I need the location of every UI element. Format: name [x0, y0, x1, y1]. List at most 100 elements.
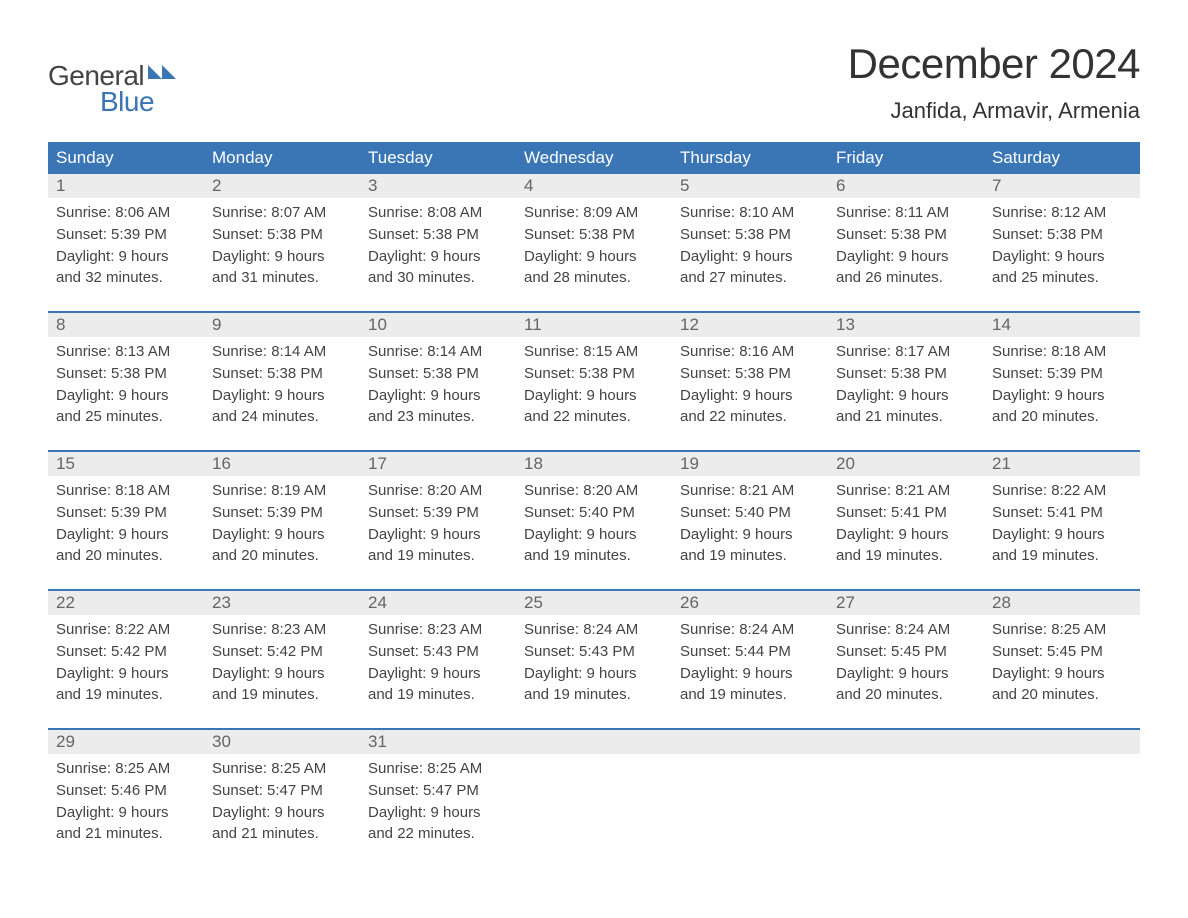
- d1-text: Daylight: 9 hours: [368, 524, 508, 546]
- day-number-row: 891011121314: [48, 312, 1140, 337]
- day-cell: Sunrise: 8:20 AMSunset: 5:39 PMDaylight:…: [360, 476, 516, 590]
- d2-text: and 20 minutes.: [836, 684, 976, 706]
- day-number-cell: 15: [48, 451, 204, 476]
- d2-text: and 19 minutes.: [992, 545, 1132, 567]
- d1-text: Daylight: 9 hours: [212, 246, 352, 268]
- d1-text: Daylight: 9 hours: [368, 246, 508, 268]
- d1-text: Daylight: 9 hours: [212, 524, 352, 546]
- brand-word-blue: Blue: [100, 86, 154, 118]
- day-number-cell: 4: [516, 174, 672, 198]
- sunrise-text: Sunrise: 8:25 AM: [992, 619, 1132, 641]
- day-number-row: 293031: [48, 729, 1140, 754]
- day-cell: Sunrise: 8:14 AMSunset: 5:38 PMDaylight:…: [360, 337, 516, 451]
- d1-text: Daylight: 9 hours: [836, 663, 976, 685]
- sunset-text: Sunset: 5:40 PM: [680, 502, 820, 524]
- d1-text: Daylight: 9 hours: [524, 385, 664, 407]
- day-number-row: 15161718192021: [48, 451, 1140, 476]
- d1-text: Daylight: 9 hours: [212, 663, 352, 685]
- sunrise-text: Sunrise: 8:23 AM: [368, 619, 508, 641]
- sunset-text: Sunset: 5:47 PM: [212, 780, 352, 802]
- d2-text: and 22 minutes.: [680, 406, 820, 428]
- day-cell: Sunrise: 8:10 AMSunset: 5:38 PMDaylight:…: [672, 198, 828, 312]
- day-cell: Sunrise: 8:25 AMSunset: 5:45 PMDaylight:…: [984, 615, 1140, 729]
- sunrise-text: Sunrise: 8:12 AM: [992, 202, 1132, 224]
- d2-text: and 19 minutes.: [212, 684, 352, 706]
- d2-text: and 25 minutes.: [56, 406, 196, 428]
- d1-text: Daylight: 9 hours: [56, 802, 196, 824]
- day-cell: [984, 754, 1140, 867]
- calendar-table: Sunday Monday Tuesday Wednesday Thursday…: [48, 142, 1140, 867]
- day-cell-body: Sunrise: 8:21 AMSunset: 5:41 PMDaylight:…: [836, 476, 976, 567]
- sunset-text: Sunset: 5:39 PM: [212, 502, 352, 524]
- day-cell: Sunrise: 8:12 AMSunset: 5:38 PMDaylight:…: [984, 198, 1140, 312]
- sunset-text: Sunset: 5:38 PM: [836, 363, 976, 385]
- sunset-text: Sunset: 5:47 PM: [368, 780, 508, 802]
- sunrise-text: Sunrise: 8:11 AM: [836, 202, 976, 224]
- day-number-cell: 31: [360, 729, 516, 754]
- sunset-text: Sunset: 5:38 PM: [524, 363, 664, 385]
- sunset-text: Sunset: 5:41 PM: [992, 502, 1132, 524]
- brand-logo: General Blue: [48, 40, 176, 118]
- week-content-row: Sunrise: 8:25 AMSunset: 5:46 PMDaylight:…: [48, 754, 1140, 867]
- sunrise-text: Sunrise: 8:25 AM: [368, 758, 508, 780]
- day-cell-body: Sunrise: 8:14 AMSunset: 5:38 PMDaylight:…: [368, 337, 508, 428]
- day-number-cell: 20: [828, 451, 984, 476]
- d2-text: and 19 minutes.: [836, 545, 976, 567]
- day-number-row: 22232425262728: [48, 590, 1140, 615]
- sunrise-text: Sunrise: 8:17 AM: [836, 341, 976, 363]
- sunrise-text: Sunrise: 8:19 AM: [212, 480, 352, 502]
- day-cell: Sunrise: 8:18 AMSunset: 5:39 PMDaylight:…: [48, 476, 204, 590]
- day-cell: Sunrise: 8:23 AMSunset: 5:42 PMDaylight:…: [204, 615, 360, 729]
- sunset-text: Sunset: 5:39 PM: [992, 363, 1132, 385]
- d1-text: Daylight: 9 hours: [368, 802, 508, 824]
- sunset-text: Sunset: 5:42 PM: [56, 641, 196, 663]
- day-cell: Sunrise: 8:25 AMSunset: 5:47 PMDaylight:…: [204, 754, 360, 867]
- d1-text: Daylight: 9 hours: [56, 246, 196, 268]
- sunrise-text: Sunrise: 8:10 AM: [680, 202, 820, 224]
- sunset-text: Sunset: 5:41 PM: [836, 502, 976, 524]
- day-cell: Sunrise: 8:20 AMSunset: 5:40 PMDaylight:…: [516, 476, 672, 590]
- day-header: Monday: [204, 142, 360, 174]
- day-cell-body: Sunrise: 8:25 AMSunset: 5:47 PMDaylight:…: [212, 754, 352, 845]
- day-cell-body: Sunrise: 8:16 AMSunset: 5:38 PMDaylight:…: [680, 337, 820, 428]
- sunset-text: Sunset: 5:39 PM: [368, 502, 508, 524]
- day-number-cell: 6: [828, 174, 984, 198]
- day-cell-body: Sunrise: 8:11 AMSunset: 5:38 PMDaylight:…: [836, 198, 976, 289]
- sunrise-text: Sunrise: 8:15 AM: [524, 341, 664, 363]
- sunset-text: Sunset: 5:43 PM: [368, 641, 508, 663]
- sunrise-text: Sunrise: 8:16 AM: [680, 341, 820, 363]
- d2-text: and 21 minutes.: [836, 406, 976, 428]
- d1-text: Daylight: 9 hours: [992, 524, 1132, 546]
- sunset-text: Sunset: 5:38 PM: [212, 363, 352, 385]
- day-cell-body: Sunrise: 8:22 AMSunset: 5:42 PMDaylight:…: [56, 615, 196, 706]
- day-number-cell: 27: [828, 590, 984, 615]
- d2-text: and 32 minutes.: [56, 267, 196, 289]
- sunset-text: Sunset: 5:38 PM: [680, 224, 820, 246]
- d2-text: and 21 minutes.: [56, 823, 196, 845]
- d1-text: Daylight: 9 hours: [212, 802, 352, 824]
- day-cell-body: Sunrise: 8:22 AMSunset: 5:41 PMDaylight:…: [992, 476, 1132, 567]
- d1-text: Daylight: 9 hours: [524, 524, 664, 546]
- day-cell-body: Sunrise: 8:24 AMSunset: 5:45 PMDaylight:…: [836, 615, 976, 706]
- day-number-cell: 29: [48, 729, 204, 754]
- sunset-text: Sunset: 5:45 PM: [992, 641, 1132, 663]
- day-cell-body: Sunrise: 8:17 AMSunset: 5:38 PMDaylight:…: [836, 337, 976, 428]
- sunset-text: Sunset: 5:39 PM: [56, 502, 196, 524]
- day-cell: Sunrise: 8:09 AMSunset: 5:38 PMDaylight:…: [516, 198, 672, 312]
- day-number-cell: 24: [360, 590, 516, 615]
- day-header: Friday: [828, 142, 984, 174]
- sunrise-text: Sunrise: 8:18 AM: [56, 480, 196, 502]
- day-cell: Sunrise: 8:15 AMSunset: 5:38 PMDaylight:…: [516, 337, 672, 451]
- d2-text: and 20 minutes.: [992, 406, 1132, 428]
- day-cell-body: Sunrise: 8:21 AMSunset: 5:40 PMDaylight:…: [680, 476, 820, 567]
- d1-text: Daylight: 9 hours: [56, 663, 196, 685]
- day-cell-body: Sunrise: 8:24 AMSunset: 5:43 PMDaylight:…: [524, 615, 664, 706]
- sunset-text: Sunset: 5:38 PM: [56, 363, 196, 385]
- day-cell-body: Sunrise: 8:09 AMSunset: 5:38 PMDaylight:…: [524, 198, 664, 289]
- title-block: December 2024 Janfida, Armavir, Armenia: [848, 40, 1140, 124]
- d1-text: Daylight: 9 hours: [836, 246, 976, 268]
- day-header-row: Sunday Monday Tuesday Wednesday Thursday…: [48, 142, 1140, 174]
- sunset-text: Sunset: 5:43 PM: [524, 641, 664, 663]
- sunset-text: Sunset: 5:38 PM: [524, 224, 664, 246]
- calendar-head: Sunday Monday Tuesday Wednesday Thursday…: [48, 142, 1140, 174]
